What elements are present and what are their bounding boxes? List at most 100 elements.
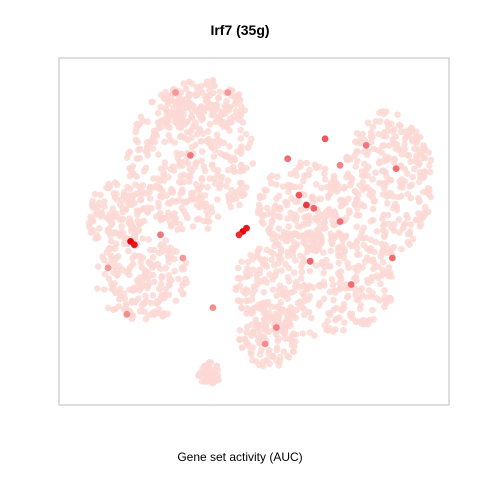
data-point — [300, 177, 307, 185]
data-point — [198, 200, 206, 207]
data-point — [335, 269, 342, 277]
data-point — [351, 285, 359, 293]
data-point — [94, 285, 101, 293]
data-point — [101, 256, 108, 264]
data-point — [385, 154, 393, 161]
data-point — [224, 177, 232, 184]
data-point — [159, 188, 166, 195]
data-point — [94, 263, 102, 271]
data-point — [355, 191, 362, 199]
data-point — [335, 259, 343, 267]
data-point — [243, 184, 250, 191]
data-point — [358, 201, 366, 208]
data-point — [149, 253, 157, 261]
data-point — [162, 88, 169, 96]
data-point — [373, 272, 381, 279]
data-point — [245, 297, 252, 304]
data-point — [237, 135, 245, 142]
data-point — [167, 97, 175, 105]
data-point — [238, 344, 246, 351]
data-point — [277, 308, 285, 316]
data-point — [166, 124, 173, 131]
data-point — [140, 205, 148, 212]
data-point — [117, 229, 125, 236]
data-point — [426, 168, 434, 176]
data-point — [382, 299, 390, 307]
data-point — [118, 223, 125, 230]
data-point — [113, 196, 121, 203]
data-point — [111, 263, 118, 271]
data-point — [242, 290, 249, 297]
data-point — [256, 192, 264, 200]
data-point — [293, 306, 300, 314]
data-point — [341, 319, 348, 326]
data-point — [178, 264, 186, 271]
data-point — [236, 282, 244, 290]
data-point — [196, 369, 204, 377]
data-point — [329, 328, 337, 335]
data-point — [306, 267, 314, 275]
data-point — [386, 248, 394, 255]
data-point — [358, 168, 366, 175]
highlight-point — [123, 310, 131, 318]
data-point — [161, 138, 168, 146]
data-point — [215, 94, 223, 102]
data-point — [192, 181, 200, 188]
data-point — [292, 230, 300, 238]
data-point — [126, 192, 133, 199]
data-point — [119, 215, 127, 223]
data-point — [284, 181, 292, 188]
data-point — [427, 156, 435, 164]
data-point — [322, 165, 329, 173]
data-point — [231, 101, 239, 108]
data-point — [272, 303, 280, 311]
data-point — [289, 246, 297, 254]
data-point — [275, 318, 282, 326]
data-point — [142, 292, 149, 300]
data-point — [353, 237, 361, 245]
data-point — [312, 181, 320, 188]
data-point — [387, 295, 394, 302]
data-point — [320, 278, 328, 286]
data-point — [180, 171, 187, 179]
data-point — [288, 341, 296, 349]
data-point — [243, 323, 251, 331]
data-point — [308, 314, 315, 322]
data-point — [114, 270, 122, 278]
data-point — [198, 176, 206, 183]
data-point — [368, 138, 375, 146]
data-point — [121, 240, 128, 248]
data-point — [353, 244, 361, 252]
data-point — [137, 254, 144, 261]
data-point — [313, 241, 321, 249]
highlight-point — [179, 254, 187, 262]
data-point — [226, 143, 233, 150]
data-point — [115, 252, 122, 260]
data-point — [198, 89, 206, 96]
data-point — [238, 304, 245, 312]
data-point — [180, 80, 188, 87]
data-point — [226, 104, 233, 112]
data-point — [276, 358, 284, 365]
data-point — [121, 206, 128, 213]
data-point — [157, 242, 164, 250]
data-point — [364, 184, 371, 191]
data-point — [151, 138, 159, 146]
data-point — [395, 121, 403, 129]
data-point — [211, 105, 218, 113]
data-point — [161, 311, 168, 319]
data-point — [398, 151, 406, 158]
highlight-point — [172, 89, 179, 96]
data-point — [111, 179, 119, 186]
data-point — [424, 184, 432, 192]
data-point — [188, 134, 195, 141]
data-point — [332, 211, 339, 218]
data-point — [253, 332, 261, 339]
data-point — [343, 156, 351, 164]
data-point — [164, 213, 172, 220]
data-point — [270, 250, 277, 258]
data-point — [135, 208, 143, 215]
data-point — [305, 214, 312, 221]
data-point — [234, 297, 242, 304]
data-point — [128, 167, 135, 174]
